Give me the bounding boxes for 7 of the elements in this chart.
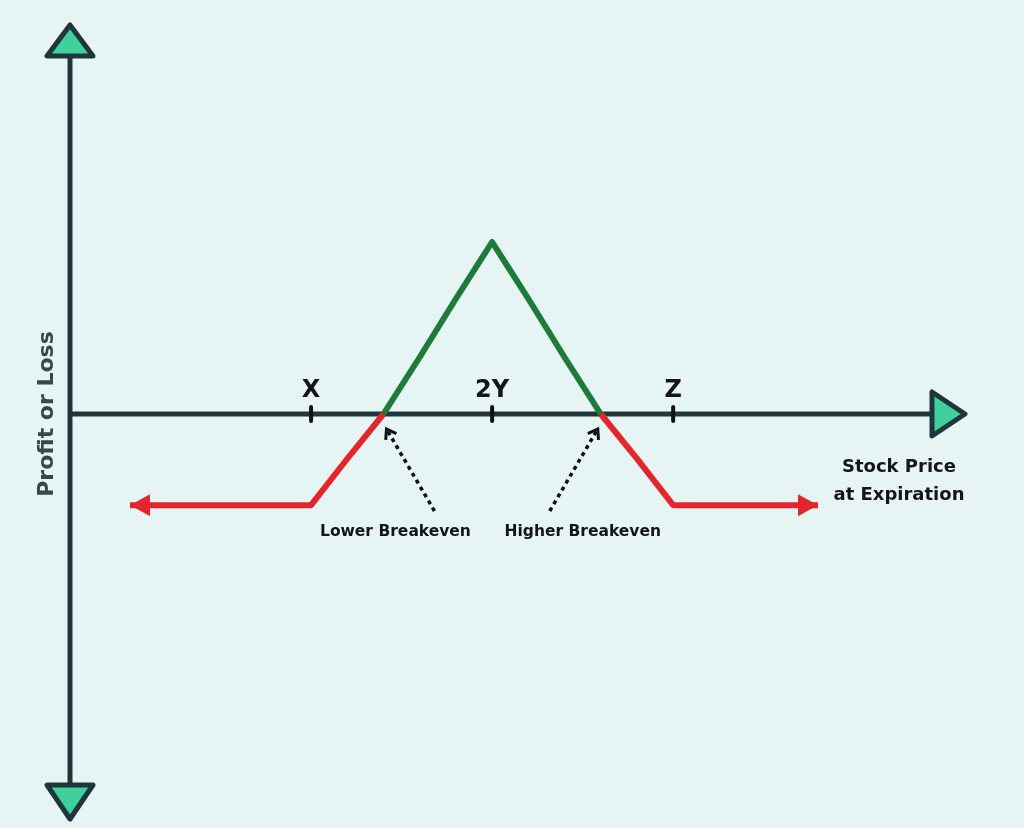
x-axis-title: Stock Price at Expiration [833, 455, 965, 504]
x-tick-label: X [301, 375, 321, 403]
y-axis-title: Profit or Loss [33, 331, 58, 497]
x-tick-label: Z [664, 375, 682, 403]
text: Higher Breakeven [504, 522, 661, 540]
x-tick-label: 2Y [475, 375, 510, 403]
text: Lower Breakeven [320, 522, 471, 540]
